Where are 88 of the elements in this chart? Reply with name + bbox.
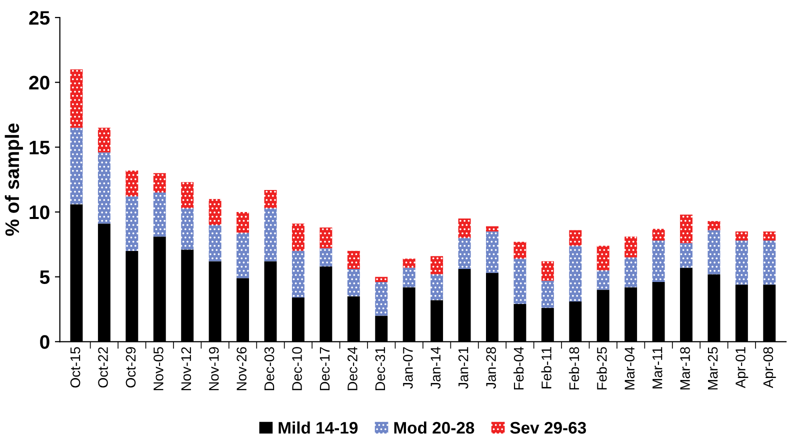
x-tick-label: Dec-10 — [292, 347, 302, 390]
bar — [458, 238, 471, 270]
x-tick-label: Nov-12 — [181, 347, 192, 390]
legend-label: Mod 20-28 — [394, 421, 474, 434]
bar — [264, 190, 277, 208]
y-axis-title: % of sample — [4, 124, 23, 236]
bar — [735, 240, 748, 285]
bar — [375, 282, 388, 316]
bar — [375, 276, 388, 282]
bar — [624, 257, 638, 288]
bar — [292, 224, 304, 251]
y-tick-label: 20 — [29, 76, 50, 90]
bar — [70, 128, 83, 204]
bar — [292, 250, 304, 298]
bar — [430, 274, 444, 300]
x-tick-label: Mar-25 — [708, 347, 718, 390]
legend-label: Mild 14-19 — [278, 421, 358, 434]
bar — [596, 246, 610, 270]
bar — [763, 231, 776, 241]
x-tick-label: Feb-11 — [541, 347, 552, 388]
bar — [708, 230, 720, 274]
bar — [430, 256, 444, 274]
bar — [98, 152, 110, 224]
bar — [98, 128, 110, 152]
bar — [569, 246, 582, 302]
bar — [320, 228, 332, 248]
bar — [153, 173, 166, 193]
y-tick-label: 15 — [30, 140, 50, 154]
x-tick-label: Jan-07 — [402, 347, 413, 389]
bar — [596, 270, 610, 290]
x-tick-label: Feb-04 — [513, 346, 524, 390]
bar — [680, 214, 692, 244]
y-tick-label: 10 — [30, 205, 50, 220]
x-tick-label: Jan-14 — [430, 346, 441, 389]
x-tick-label: Oct-29 — [126, 347, 136, 388]
bar — [70, 69, 83, 128]
legend-label: Sev 29-63 — [510, 422, 586, 434]
x-tick-label: Dec-24 — [348, 346, 358, 390]
bar — [486, 226, 498, 232]
bar — [320, 248, 332, 266]
bar — [347, 269, 360, 296]
bar — [514, 258, 526, 304]
bar — [708, 221, 720, 230]
x-tick-label: Mar-11 — [652, 347, 662, 388]
x-tick-label: Dec-17 — [320, 347, 330, 390]
bar — [347, 250, 360, 270]
bar — [514, 242, 526, 259]
x-tick-label: Dec-03 — [264, 347, 274, 390]
bar — [624, 236, 638, 258]
x-tick-label: Nov-05 — [154, 347, 164, 390]
bar — [402, 258, 416, 268]
bar — [569, 230, 582, 246]
bar — [181, 182, 194, 208]
x-tick-label: Feb-18 — [568, 347, 580, 390]
bar — [652, 228, 665, 241]
bar — [126, 196, 138, 251]
x-tick-label: Mar-04 — [624, 346, 635, 390]
x-tick-label: Mar-18 — [680, 347, 690, 390]
x-tick-label: Oct-15 — [70, 347, 80, 388]
x-tick-label: Apr-08 — [763, 347, 776, 388]
x-tick-label: Dec-31 — [375, 347, 386, 390]
bar — [153, 192, 166, 237]
bar — [541, 261, 554, 281]
x-tick-label: Apr-01 — [736, 347, 748, 388]
x-tick-label: Jan-28 — [486, 347, 496, 389]
y-tick-label: 0 — [40, 335, 50, 349]
x-tick-label: Feb-25 — [596, 347, 607, 390]
bar — [458, 218, 471, 238]
bar — [735, 231, 748, 241]
bar — [236, 212, 250, 233]
bar — [264, 208, 277, 262]
bar — [236, 232, 250, 278]
bar — [680, 243, 692, 268]
bar — [208, 199, 222, 225]
bar — [763, 240, 776, 285]
y-tick-label: 25 — [29, 10, 50, 25]
bar — [126, 170, 138, 196]
x-tick-label: Nov-19 — [208, 347, 219, 390]
bar — [541, 280, 554, 308]
bar — [652, 240, 665, 282]
bar — [402, 268, 416, 288]
x-tick-label: Oct-22 — [98, 347, 108, 388]
bar — [208, 224, 222, 262]
y-tick-label: 5 — [40, 270, 50, 284]
x-tick-label: Nov-26 — [236, 347, 247, 390]
x-tick-label: Jan-21 — [458, 347, 468, 389]
bar — [486, 231, 498, 273]
bar — [181, 208, 194, 250]
